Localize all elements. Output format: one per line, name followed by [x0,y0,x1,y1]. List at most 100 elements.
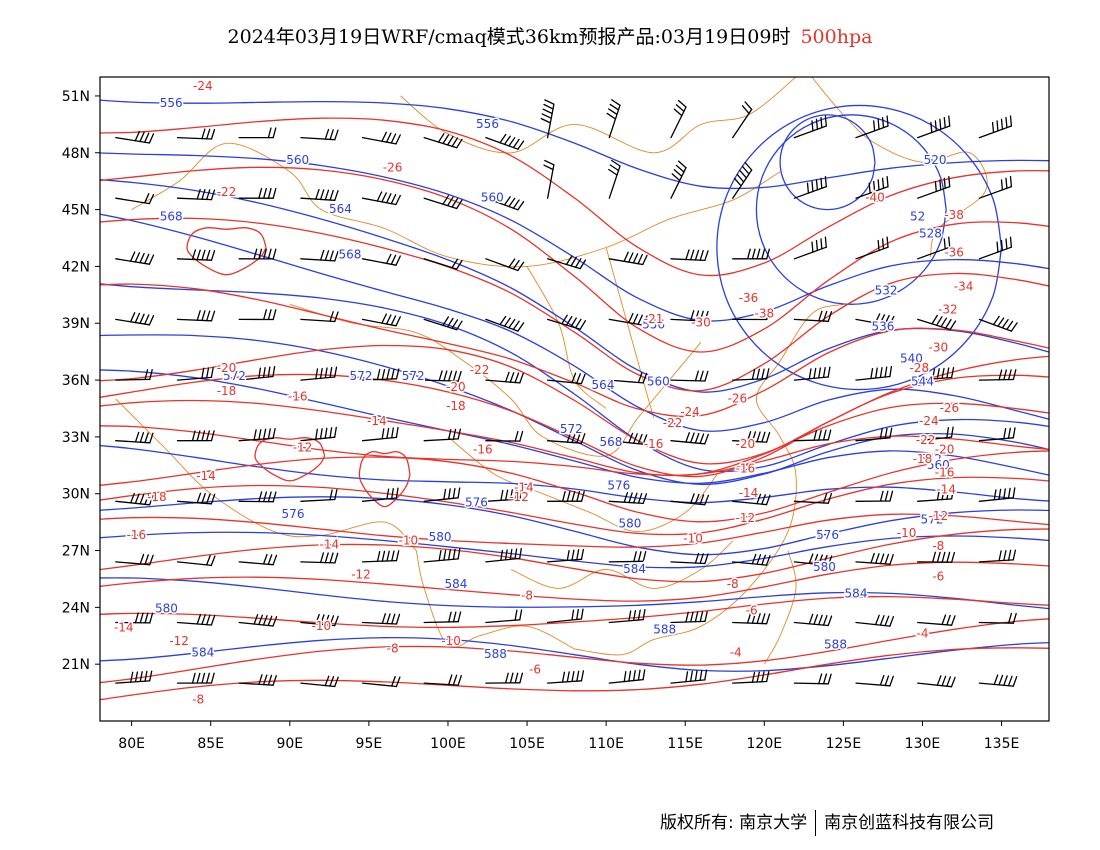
wind-barb [855,674,894,687]
height-contour [100,496,1049,556]
wind-barb [917,175,951,199]
wind-barb [423,316,463,331]
x-tick-label: 120E [747,736,783,752]
wind-barbs [115,99,1018,688]
temperature-label: -22 [663,416,683,430]
wind-barb [176,554,216,567]
temperature-label: -28 [909,361,929,375]
wind-barb [300,552,339,564]
wind-barb [917,367,955,381]
wind-barb [917,675,956,688]
wind-barb [238,674,277,686]
wind-barb [238,614,278,627]
temperature-label: -6 [746,604,758,618]
wind-barb [361,675,401,688]
wind-barb [670,432,709,445]
temperature-label: -36 [944,246,964,260]
y-tick-label: 42N [62,259,90,275]
wind-barb [176,672,215,684]
boundary-line [131,142,781,268]
axes: 80E 85E 90E 95E 100E 105E 110E 115E 120E 125E 130E… [62,89,1020,752]
height-label: 560 [927,458,950,472]
wind-barb [300,675,339,688]
y-tick-label: 36N [62,373,90,389]
temperature-label: -8 [192,693,204,707]
temperature-contour [100,647,1049,701]
wind-barb [115,612,154,624]
wind-barb [361,487,399,502]
wind-barb [485,315,525,332]
wind-barb [793,613,833,627]
wind-barb [300,188,339,201]
temperature-label: -12 [351,568,371,582]
wind-barb [238,187,277,199]
height-contour [100,283,1049,473]
wind-barb [608,432,648,445]
wind-barb [855,366,893,381]
wind-barb [670,249,709,262]
wind-barb [855,115,889,139]
wind-barb [485,488,523,502]
wind-barb [608,159,621,199]
height-label: 580 [618,517,641,531]
temperature-label: -38 [754,306,774,320]
wind-barb [793,673,832,685]
boundary-line [400,77,797,154]
wind-barb [176,128,216,140]
temperature-contour [100,166,1049,353]
height-labels: 556 556 560 560 564 568 568 572 572 572 572 576 576 5… [153,95,951,663]
wind-barb [978,369,1017,381]
wind-barb [978,674,1018,687]
height-label: 576 [282,507,305,521]
wind-barb [485,609,523,624]
height-label: 584 [845,587,868,601]
height-label: 560 [481,191,504,205]
height-label: 564 [329,202,352,216]
height-label: 572 [402,369,425,383]
wind-barb [546,670,585,684]
wind-barb [238,248,277,260]
temperature-label: -16 [288,390,308,404]
temperature-contour [100,450,1049,523]
temperature-label: -30 [928,340,948,354]
y-tick-label: 33N [62,430,90,446]
wind-barb [978,236,1013,260]
wind-barb [793,310,833,322]
temperature-label: -4 [730,645,742,659]
wind-barb [670,310,709,322]
wind-barb [176,492,216,505]
wind-barb [543,159,555,199]
height-label: 568 [599,435,622,449]
temperature-label: -26 [940,401,960,415]
wind-barb [238,309,277,321]
temperature-label: -6 [529,662,541,676]
wind-barb [917,426,954,442]
wind-barb [485,133,525,150]
height-contour-low [716,104,1003,391]
x-tick-label: 130E [905,736,941,752]
wind-barb [855,427,893,442]
height-label: 572 [921,513,944,527]
temperature-contour [100,217,1049,392]
wind-barb [115,251,155,265]
temperature-label: -16 [644,437,664,451]
height-label: 572 [350,369,373,383]
wind-barb [546,608,584,624]
wind-barb [540,99,555,139]
height-label: 576 [816,528,839,542]
wind-barb [423,258,463,270]
boundary-line [115,398,417,551]
wind-barb [978,612,1017,624]
wind-barb [855,490,894,502]
wind-barb [423,674,462,686]
height-contour [100,369,1049,485]
wind-barb [608,550,647,563]
wind-barb [361,368,400,381]
temperature-label: -24 [919,414,939,428]
height-label: 560 [286,153,309,167]
chart-title: 2024年03月19日WRF/cmaq模式36km预报产品:03月19日09时 5… [0,22,1100,49]
wind-barb [115,130,155,144]
wind-barb [978,315,1018,332]
wind-barb [546,314,587,330]
wind-barb [300,489,338,502]
